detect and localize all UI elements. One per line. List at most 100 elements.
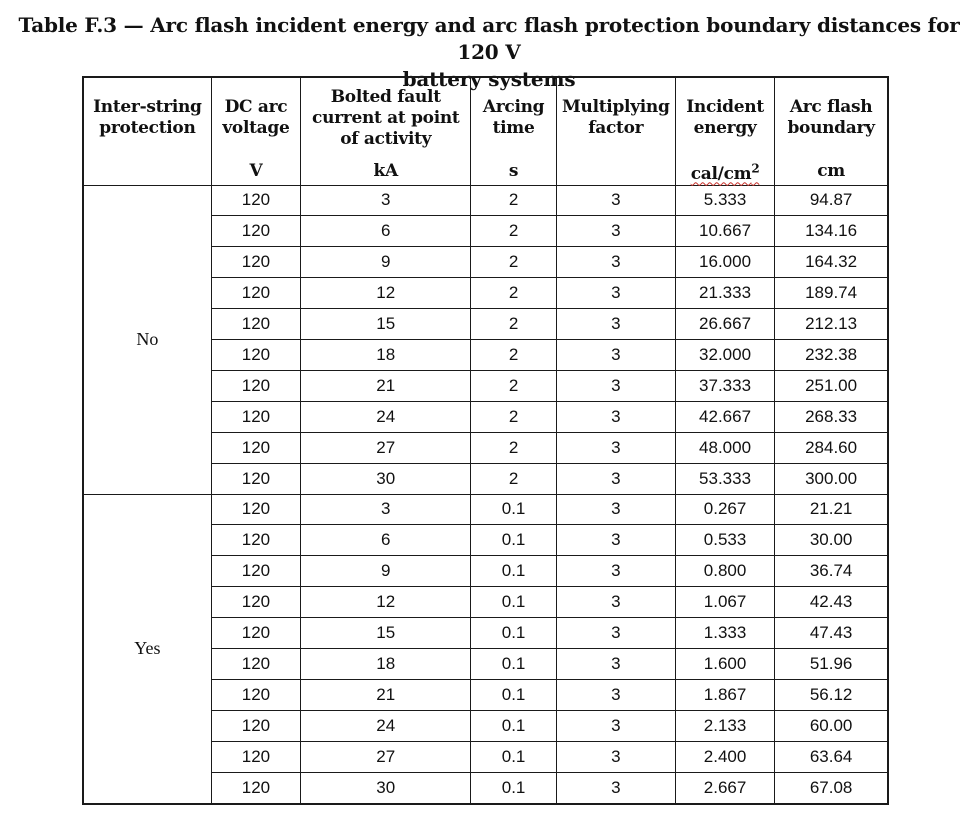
table-row: 120 27 0.1 3 2.400 63.64 bbox=[83, 741, 889, 773]
table-cell: 3 bbox=[555, 401, 676, 433]
table-cell: 3 bbox=[555, 308, 676, 340]
column-header-line: boundary bbox=[787, 118, 875, 138]
table-row: 120 9 0.1 3 0.800 36.74 bbox=[83, 555, 889, 587]
table-row: 120 6 2 3 10.667 134.16 bbox=[83, 215, 889, 247]
table-cell: 120 bbox=[210, 308, 302, 340]
column-header: DC arc voltage bbox=[210, 77, 302, 158]
table-cell: 120 bbox=[210, 741, 302, 773]
table-cell: 3 bbox=[555, 617, 676, 649]
table-cell: 37.333 bbox=[674, 370, 776, 402]
table-cell: 3 bbox=[555, 432, 676, 464]
table-cell: 120 bbox=[210, 432, 302, 464]
column-header-line: Bolted fault bbox=[330, 86, 441, 107]
table-cell: 0.1 bbox=[470, 772, 557, 805]
column-header: Incident energy bbox=[674, 77, 776, 158]
table-cell: 30 bbox=[300, 772, 472, 805]
table-caption-line-1: Table F.3 — Arc flash incident energy an… bbox=[18, 13, 960, 64]
table-row: 120 30 2 3 53.333 300.00 bbox=[83, 463, 889, 495]
table-cell: 134.16 bbox=[774, 215, 889, 247]
table-cell: 26.667 bbox=[674, 308, 776, 340]
table-cell: 2 bbox=[470, 432, 557, 464]
table-cell: 0.1 bbox=[470, 741, 557, 773]
table-cell: 9 bbox=[300, 246, 472, 278]
column-header-line: energy bbox=[693, 118, 757, 138]
table-cell: 2.667 bbox=[674, 772, 776, 805]
table-cell: 2.400 bbox=[674, 741, 776, 773]
table-row: 120 24 2 3 42.667 268.33 bbox=[83, 401, 889, 433]
column-unit bbox=[82, 158, 212, 186]
table-cell: 51.96 bbox=[774, 648, 889, 680]
table-cell: 3 bbox=[555, 555, 676, 587]
column-header: Multiplying factor bbox=[555, 77, 676, 158]
table-cell: 0.533 bbox=[674, 524, 776, 556]
table-cell: 6 bbox=[300, 524, 472, 556]
table-cell: 42.667 bbox=[674, 401, 776, 433]
table-cell: 120 bbox=[210, 463, 302, 495]
table-cell: 12 bbox=[300, 586, 472, 618]
table-cell: 21 bbox=[300, 679, 472, 711]
table-body: No 120 3 2 3 5.333 94.87 120 6 2 3 10.667 134.16 120 9… bbox=[82, 185, 889, 805]
table-cell: 120 bbox=[210, 370, 302, 402]
table-cell: 3 bbox=[555, 215, 676, 247]
table-cell: 3 bbox=[555, 710, 676, 742]
column-unit bbox=[555, 158, 676, 186]
table-row: 120 24 0.1 3 2.133 60.00 bbox=[83, 710, 889, 742]
table-cell: 47.43 bbox=[774, 617, 889, 649]
table-header: Inter-string protection DC arc voltage Bolte… bbox=[82, 77, 889, 186]
table-cell: 120 bbox=[210, 246, 302, 278]
table-cell: 15 bbox=[300, 308, 472, 340]
table-row: No 120 3 2 3 5.333 94.87 bbox=[82, 185, 889, 495]
table-cell: 251.00 bbox=[774, 370, 889, 402]
table-cell: 3 bbox=[555, 741, 676, 773]
table-cell: 3 bbox=[555, 772, 676, 805]
table-cell: 30 bbox=[300, 463, 472, 495]
table-cell: 0.1 bbox=[470, 617, 557, 649]
column-header: Bolted fault current at point of activity bbox=[300, 77, 472, 158]
table-cell: 94.87 bbox=[774, 185, 889, 216]
table-row: 120 18 0.1 3 1.600 51.96 bbox=[83, 648, 889, 680]
table-cell: 6 bbox=[300, 215, 472, 247]
table-row: 120 21 2 3 37.333 251.00 bbox=[83, 370, 889, 402]
table-cell: 3 bbox=[555, 185, 676, 216]
table-cell: 232.38 bbox=[774, 339, 889, 371]
column-header-line: Arc flash bbox=[789, 97, 873, 117]
column-unit-label: cal/cm2 bbox=[690, 161, 760, 184]
table-cell: 3 bbox=[555, 586, 676, 618]
table-cell: 0.1 bbox=[470, 710, 557, 742]
table-cell: 21.333 bbox=[674, 277, 776, 309]
table-cell: 300.00 bbox=[774, 463, 889, 495]
table-cell: 120 bbox=[210, 277, 302, 309]
table-cell: 120 bbox=[210, 555, 302, 587]
table-cell: 2 bbox=[470, 185, 557, 216]
column-unit-label: V bbox=[249, 160, 263, 181]
table-cell: 3 bbox=[555, 246, 676, 278]
table-cell: 2 bbox=[470, 339, 557, 371]
table-cell: 67.08 bbox=[774, 772, 889, 805]
column-header-line: protection bbox=[99, 118, 196, 138]
table-cell: 3 bbox=[300, 494, 472, 525]
table-cell: 53.333 bbox=[674, 463, 776, 495]
column-header-line: Multiplying bbox=[562, 97, 670, 117]
table-cell: 120 bbox=[210, 648, 302, 680]
table-cell: 120 bbox=[210, 494, 302, 525]
table-cell: 0.1 bbox=[470, 648, 557, 680]
column-unit: s bbox=[470, 158, 557, 186]
table-cell: 27 bbox=[300, 741, 472, 773]
column-header-line: time bbox=[492, 118, 535, 138]
table-cell: 5.333 bbox=[674, 185, 776, 216]
table-cell: 32.000 bbox=[674, 339, 776, 371]
table-cell: 3 bbox=[555, 370, 676, 402]
table-cell: 0.1 bbox=[470, 494, 557, 525]
table-cell: 12 bbox=[300, 277, 472, 309]
table-cell: 2 bbox=[470, 463, 557, 495]
table-cell: 120 bbox=[210, 772, 302, 805]
column-unit: cm bbox=[774, 158, 889, 186]
table-cell: 120 bbox=[210, 679, 302, 711]
table-cell: 21 bbox=[300, 370, 472, 402]
column-unit: V bbox=[210, 158, 302, 186]
table-cell: 0.1 bbox=[470, 524, 557, 556]
table-cell: 120 bbox=[210, 617, 302, 649]
table-cell: 1.867 bbox=[674, 679, 776, 711]
table-row: 120 9 2 3 16.000 164.32 bbox=[83, 246, 889, 278]
